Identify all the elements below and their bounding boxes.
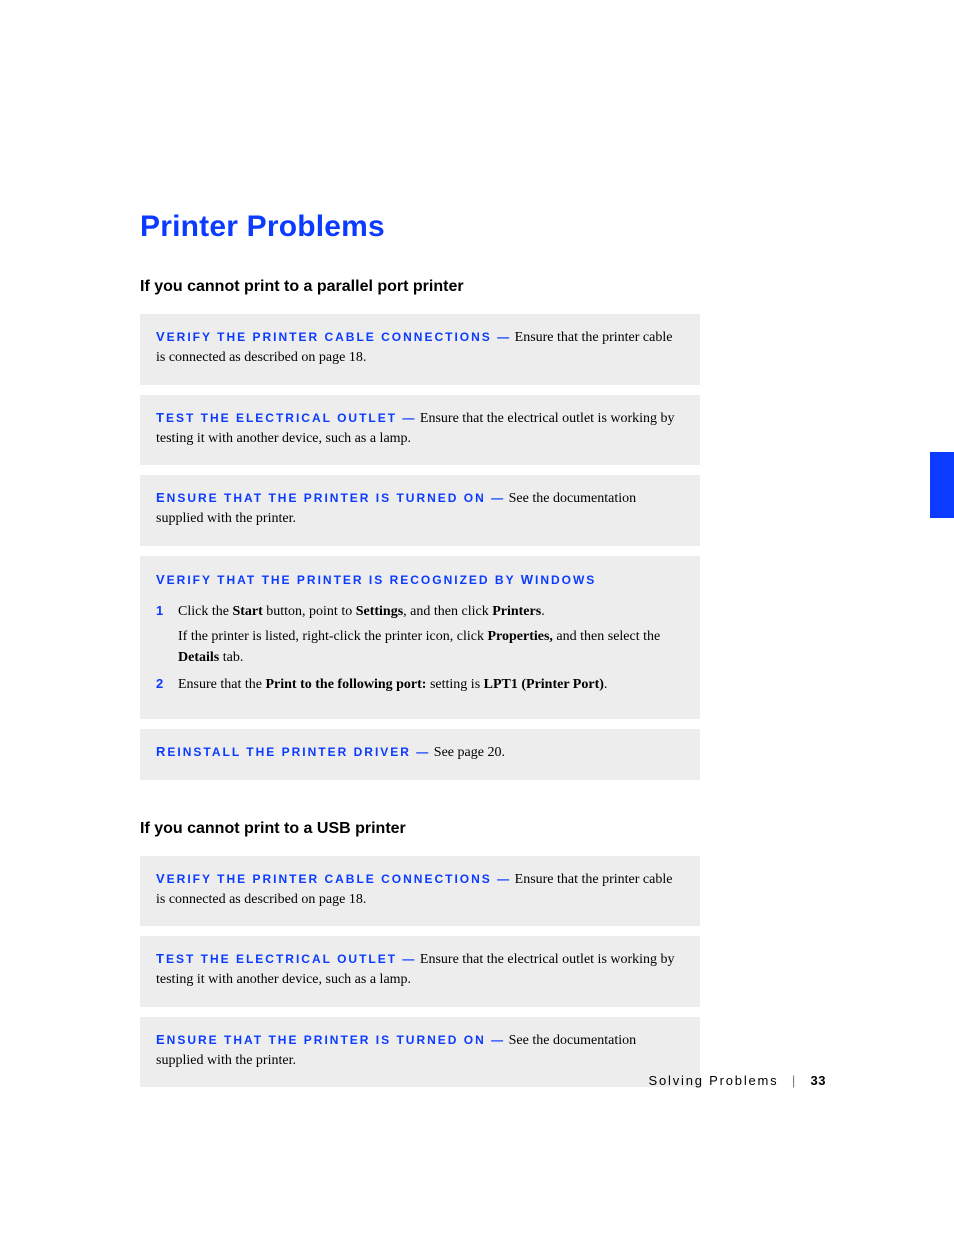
content-area: Printer Problems If you cannot print to …: [140, 210, 700, 1087]
tip-block-cable-usb: VERIFY THE PRINTER CABLE CONNECTIONS — E…: [140, 856, 700, 927]
tip-block-reinstall: REINSTALL THE PRINTER DRIVER — See page …: [140, 729, 700, 779]
tip-block-poweron-parallel: ENSURE THAT THE PRINTER IS TURNED ON — S…: [140, 475, 700, 546]
step-body: Click the Start button, point to Setting…: [178, 601, 680, 668]
page-footer: Solving Problems | 33: [649, 1073, 826, 1088]
section-tab: [930, 452, 954, 518]
page-title: Printer Problems: [140, 210, 700, 244]
tip-block-cable-parallel: VERIFY THE PRINTER CABLE CONNECTIONS — E…: [140, 314, 700, 385]
step-2: 2 Ensure that the Print to the following…: [156, 674, 680, 695]
tip-head: REINSTALL THE PRINTER DRIVER —: [156, 745, 430, 759]
tip-head: TEST THE ELECTRICAL OUTLET —: [156, 952, 416, 966]
tip-head: ENSURE THAT THE PRINTER IS TURNED ON —: [156, 491, 505, 505]
section-heading-usb: If you cannot print to a USB printer: [140, 820, 700, 838]
tip-head-windows: VERIFY THAT THE PRINTER IS RECOGNIZED BY…: [156, 570, 680, 590]
footer-page-number: 33: [811, 1073, 826, 1088]
step-sub: If the printer is listed, right-click th…: [178, 626, 680, 668]
tip-block-poweron-usb: ENSURE THAT THE PRINTER IS TURNED ON — S…: [140, 1017, 700, 1088]
step-1: 1 Click the Start button, point to Setti…: [156, 601, 680, 668]
footer-divider: |: [792, 1073, 797, 1088]
tip-block-outlet-usb: TEST THE ELECTRICAL OUTLET — Ensure that…: [140, 936, 700, 1007]
step-number: 2: [156, 674, 178, 695]
tip-block-outlet-parallel: TEST THE ELECTRICAL OUTLET — Ensure that…: [140, 395, 700, 466]
tip-head: TEST THE ELECTRICAL OUTLET —: [156, 411, 416, 425]
tip-block-windows: VERIFY THAT THE PRINTER IS RECOGNIZED BY…: [140, 556, 700, 720]
tip-head: ENSURE THAT THE PRINTER IS TURNED ON —: [156, 1033, 505, 1047]
step-body: Ensure that the Print to the following p…: [178, 674, 680, 695]
tip-body: See page 20.: [430, 745, 505, 760]
step-number: 1: [156, 601, 178, 668]
section-heading-parallel: If you cannot print to a parallel port p…: [140, 278, 700, 296]
document-page: Printer Problems If you cannot print to …: [0, 0, 954, 1235]
tip-head: VERIFY THE PRINTER CABLE CONNECTIONS —: [156, 872, 511, 886]
footer-section-name: Solving Problems: [649, 1073, 779, 1088]
tip-head: VERIFY THE PRINTER CABLE CONNECTIONS —: [156, 330, 511, 344]
